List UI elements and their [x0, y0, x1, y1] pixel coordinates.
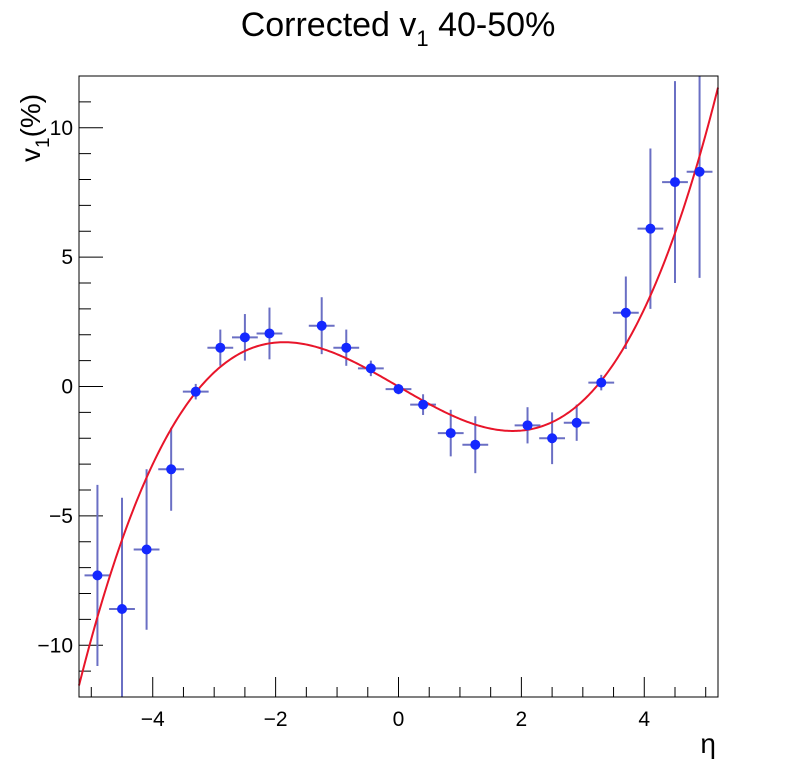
- error-bar: [686, 76, 713, 278]
- y-tick-label: −10: [37, 634, 73, 657]
- error-bar: [109, 497, 135, 697]
- data-point: [365, 363, 376, 374]
- y-tick-label: 10: [50, 117, 73, 140]
- data-point: [694, 166, 705, 177]
- data-point: [669, 177, 680, 188]
- svg-text:v1(%): v1(%): [15, 94, 54, 162]
- data-point: [393, 384, 404, 395]
- data-point: [316, 320, 327, 331]
- data-point: [596, 377, 607, 388]
- x-tick-label: −4: [141, 708, 165, 731]
- data-point: [547, 433, 558, 444]
- data-point: [645, 223, 656, 234]
- data-point: [445, 428, 456, 439]
- data-point: [141, 544, 152, 555]
- chart-title: Corrected v1 40-50%: [241, 6, 556, 51]
- x-tick-label: −2: [264, 708, 288, 731]
- x-tick-label: 4: [638, 708, 650, 731]
- plot-frame: [78, 75, 719, 698]
- data-point: [92, 570, 103, 581]
- data-point: [166, 464, 177, 475]
- data-point: [239, 332, 250, 343]
- data-point: [620, 307, 631, 318]
- y-tick-label: −5: [49, 505, 73, 528]
- data-point: [522, 420, 533, 431]
- y-axis-label: v1(%): [15, 94, 54, 162]
- data-point: [215, 342, 226, 353]
- data-point: [571, 417, 582, 428]
- data-point: [470, 439, 481, 450]
- data-point: [341, 342, 352, 353]
- x-axis-label: η: [700, 728, 716, 759]
- data-point: [190, 386, 201, 397]
- data-point: [418, 399, 429, 410]
- data-point: [264, 328, 275, 339]
- data-point: [117, 604, 128, 615]
- y-tick-label: 0: [61, 376, 73, 399]
- y-tick-label: 5: [61, 246, 73, 269]
- x-tick-label: 2: [516, 708, 528, 731]
- x-tick-label: 0: [393, 708, 405, 731]
- chart-title-subscript: 1: [416, 26, 428, 51]
